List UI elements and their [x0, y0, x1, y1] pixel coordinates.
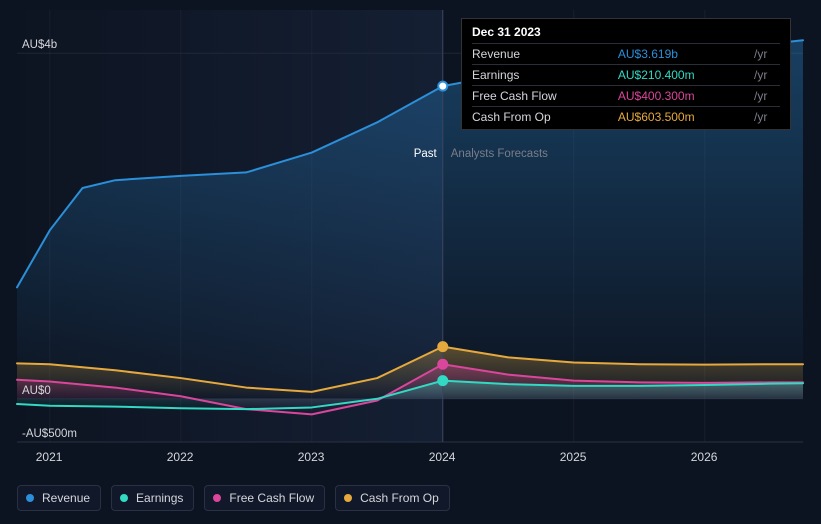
legend-dot-icon [213, 494, 221, 502]
financials-forecast-chart: Dec 31 2023 RevenueAU$3.619b/yrEarningsA… [0, 0, 821, 524]
tooltip-row: Cash From OpAU$603.500m/yr [472, 107, 780, 128]
tooltip-row-suffix: /yr [750, 107, 780, 128]
tooltip-row-value: AU$210.400m [618, 65, 750, 86]
tooltip-row-suffix: /yr [750, 65, 780, 86]
legend-label: Revenue [42, 491, 90, 505]
legend-label: Free Cash Flow [229, 491, 314, 505]
tooltip-date: Dec 31 2023 [472, 25, 780, 39]
chart-tooltip: Dec 31 2023 RevenueAU$3.619b/yrEarningsA… [461, 18, 791, 130]
legend-dot-icon [26, 494, 34, 502]
legend-dot-icon [344, 494, 352, 502]
y-axis-label: -AU$500m [22, 428, 77, 440]
x-axis-label: 2022 [167, 450, 194, 464]
legend-earnings[interactable]: Earnings [111, 485, 194, 511]
forecast-label: Analysts Forecasts [451, 148, 548, 160]
x-axis-label: 2021 [36, 450, 63, 464]
legend-row: Revenue Earnings Free Cash Flow Cash From O… [17, 485, 450, 511]
tooltip-table: RevenueAU$3.619b/yrEarningsAU$210.400m/y… [472, 43, 780, 127]
legend-label: Cash From Op [360, 491, 439, 505]
tooltip-row: RevenueAU$3.619b/yr [472, 44, 780, 65]
x-axis-label: 2026 [691, 450, 718, 464]
tooltip-row: Free Cash FlowAU$400.300m/yr [472, 86, 780, 107]
tooltip-row-label: Earnings [472, 65, 618, 86]
tooltip-row-label: Revenue [472, 44, 618, 65]
tooltip-row-value: AU$3.619b [618, 44, 750, 65]
tooltip-row-label: Free Cash Flow [472, 86, 618, 107]
tooltip-row-value: AU$603.500m [618, 107, 750, 128]
x-axis-label: 2025 [560, 450, 587, 464]
tooltip-row-value: AU$400.300m [618, 86, 750, 107]
legend-free_cash_flow[interactable]: Free Cash Flow [204, 485, 325, 511]
legend-revenue[interactable]: Revenue [17, 485, 101, 511]
y-axis-label: AU$4b [22, 39, 57, 51]
legend-label: Earnings [136, 491, 183, 505]
x-axis-label: 2023 [298, 450, 325, 464]
x-axis-label: 2024 [429, 450, 456, 464]
legend-cash_from_op[interactable]: Cash From Op [335, 485, 450, 511]
legend-dot-icon [120, 494, 128, 502]
tooltip-row-suffix: /yr [750, 86, 780, 107]
y-axis-label: AU$0 [22, 385, 51, 397]
tooltip-row-label: Cash From Op [472, 107, 618, 128]
tooltip-row: EarningsAU$210.400m/yr [472, 65, 780, 86]
tooltip-row-suffix: /yr [750, 44, 780, 65]
past-label: Past [414, 148, 437, 160]
